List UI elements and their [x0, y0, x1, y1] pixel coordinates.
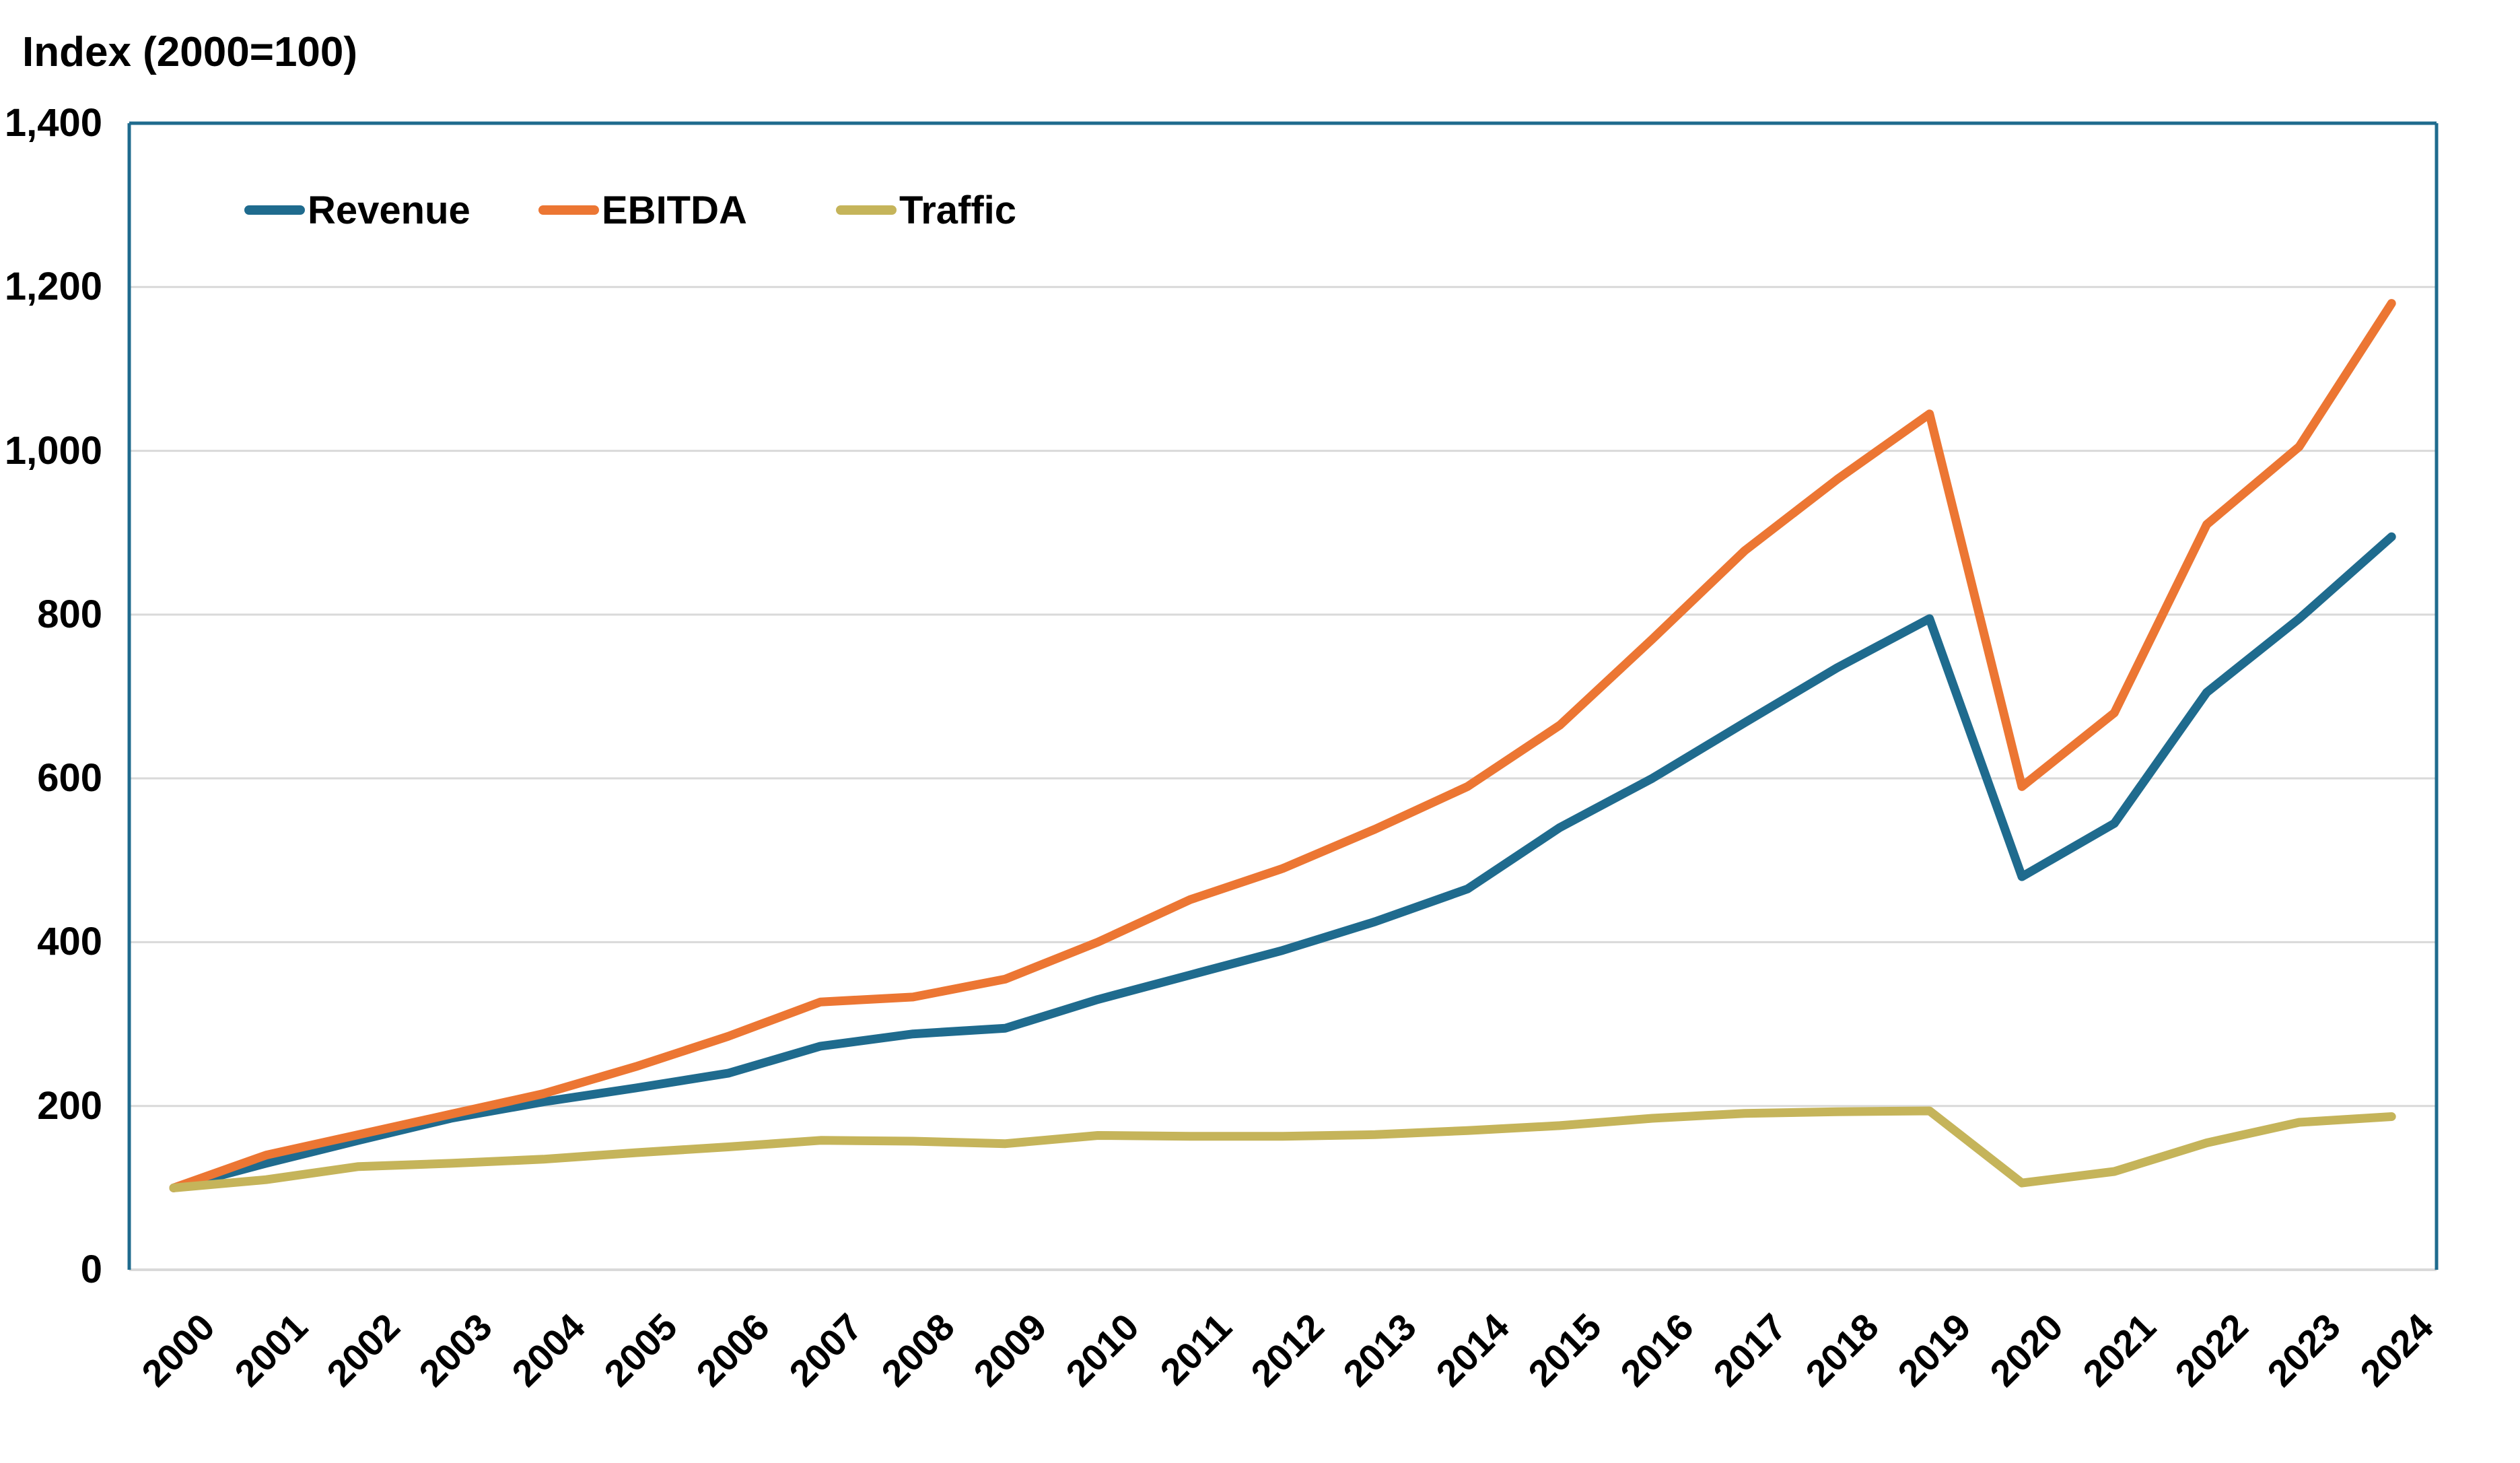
- series-line-revenue: [169, 532, 2396, 1192]
- legend-item-traffic: Traffic: [836, 188, 1017, 232]
- y-tick-label-1,400: 1,400: [4, 101, 102, 145]
- series-line-traffic: [169, 1106, 2396, 1192]
- y-tick-label-400: 400: [37, 920, 102, 964]
- traffic-line-swatch-icon: [836, 205, 897, 215]
- y-tick-label-200: 200: [37, 1083, 102, 1128]
- ebitda-line-swatch-icon: [538, 205, 599, 215]
- series-line-ebitda: [169, 299, 2396, 1192]
- legend-label-traffic: Traffic: [899, 188, 1017, 232]
- y-tick-label-0: 0: [80, 1248, 102, 1291]
- gridlines: [129, 285, 2437, 1271]
- y-tick-label-600: 600: [37, 756, 102, 801]
- legend-item-ebitda: EBITDA: [538, 188, 747, 232]
- y-tick-label-1,000: 1,000: [4, 428, 102, 473]
- y-tick-label-800: 800: [37, 592, 102, 636]
- plot-border: [127, 121, 2439, 1270]
- legend-label-ebitda: EBITDA: [602, 188, 747, 232]
- chart-title: Index (2000=100): [22, 29, 358, 75]
- legend-item-revenue: Revenue: [244, 188, 470, 232]
- legend-label-revenue: Revenue: [308, 188, 470, 232]
- revenue-line-swatch-icon: [244, 205, 305, 215]
- y-tick-label-1,200: 1,200: [4, 265, 102, 309]
- series-lines: [169, 299, 2396, 1192]
